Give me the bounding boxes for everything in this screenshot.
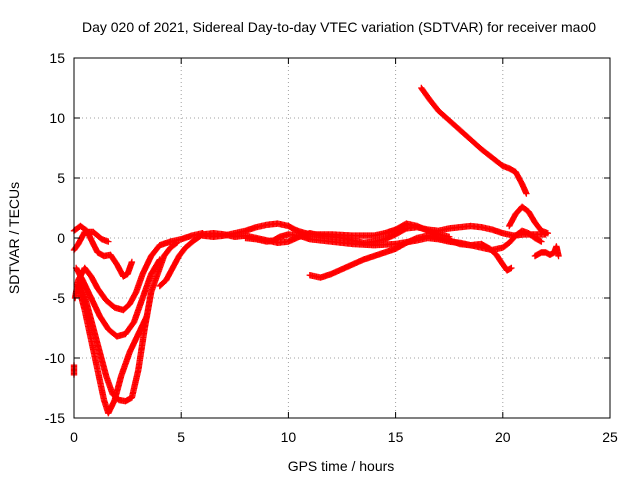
x-tick-label: 20: [495, 429, 511, 445]
y-tick-label: -15: [45, 410, 65, 426]
y-tick-label: 5: [57, 170, 65, 186]
series-track-k: [306, 232, 515, 281]
y-tick-label: 10: [49, 110, 65, 126]
x-axis-label: GPS time / hours: [288, 458, 395, 474]
data-point: [172, 240, 180, 247]
data-point: [143, 312, 151, 320]
chart-title: Day 020 of 2021, Sidereal Day-to-day VTE…: [82, 19, 596, 35]
series-track-f: [75, 282, 151, 417]
data-point: [105, 238, 112, 245]
series-track-n: [531, 243, 562, 260]
data-point: [538, 238, 545, 245]
x-tick-label: 15: [388, 429, 404, 445]
data-point: [128, 258, 136, 266]
data-point: [555, 252, 562, 260]
series-track-b: [70, 222, 136, 280]
y-tick-label: -10: [45, 350, 65, 366]
data-point: [523, 190, 530, 197]
x-tick-label: 0: [70, 429, 78, 445]
y-tick-label: 0: [57, 230, 65, 246]
data-point: [508, 264, 515, 272]
y-tick-label: -5: [53, 290, 66, 306]
series-track-l: [418, 84, 530, 197]
y-tick-label: 15: [49, 50, 65, 66]
x-tick-label: 5: [177, 429, 185, 445]
series-track-m: [506, 203, 552, 237]
data-series: [70, 84, 562, 417]
x-tick-label: 25: [602, 429, 618, 445]
x-tick-label: 10: [281, 429, 297, 445]
y-axis-label: SDTVAR / TECUs: [6, 182, 22, 294]
data-point: [544, 230, 552, 237]
series-track-d: [72, 256, 163, 340]
axis-ticks: 0 5 10 15 20 25 -15 -10 -5 0 5 10 15: [45, 50, 618, 445]
data-point: [173, 239, 181, 246]
